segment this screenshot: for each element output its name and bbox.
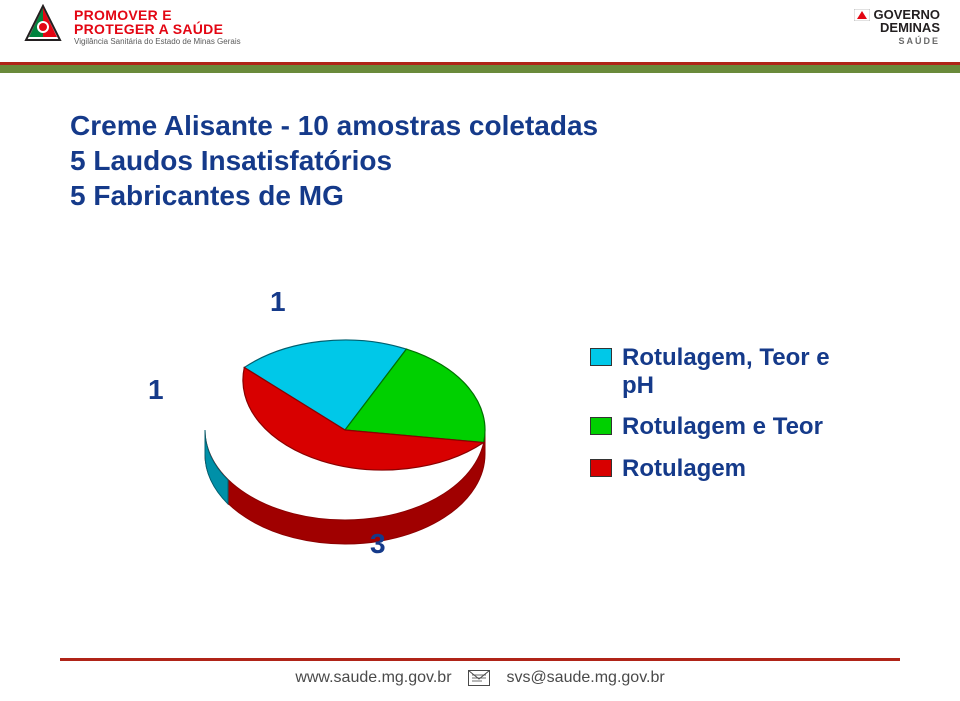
- header-rule-green: [0, 65, 960, 73]
- legend-item-2: Rotulagem: [590, 455, 862, 483]
- legend-label-2: Rotulagem: [622, 455, 746, 483]
- logo-right-sub: SAÚDE: [854, 36, 940, 46]
- legend-label-1: Rotulagem e Teor: [622, 413, 823, 441]
- logo-right: GOVERNO DEMINAS SAÚDE: [854, 8, 940, 46]
- legend-swatch-0: [590, 348, 612, 366]
- logo-left-mark-icon: [20, 4, 66, 50]
- logo-left-line1: PROMOVER E: [74, 8, 241, 22]
- logo-right-line2: DEMINAS: [854, 21, 940, 34]
- legend-swatch-1: [590, 417, 612, 435]
- legend-item-0: Rotulagem, Teor e pH: [590, 344, 862, 399]
- pie-side-cyan: [205, 430, 228, 504]
- legend: Rotulagem, Teor e pH Rotulagem e Teor Ro…: [590, 344, 862, 496]
- logo-left-text: PROMOVER E PROTEGER A SAÚDE Vigilância S…: [74, 8, 241, 46]
- title-line1: Creme Alisante - 10 amostras coletadas: [70, 108, 598, 143]
- slide: PROMOVER E PROTEGER A SAÚDE Vigilância S…: [0, 0, 960, 701]
- legend-label-0: Rotulagem, Teor e pH: [622, 344, 862, 399]
- pie-data-label-top: 1: [270, 286, 286, 318]
- legend-swatch-2: [590, 459, 612, 477]
- pie-chart: 1 1 3: [120, 290, 560, 590]
- pie-svg-wrap: [200, 330, 490, 530]
- header: PROMOVER E PROTEGER A SAÚDE Vigilância S…: [0, 0, 960, 62]
- footer-url: www.saude.mg.gov.br: [295, 669, 451, 686]
- title-line2: 5 Laudos Insatisfatórios: [70, 143, 598, 178]
- minas-flag-icon: [854, 9, 870, 21]
- footer: www.saude.mg.gov.br svs@saude.mg.gov.br: [0, 669, 960, 687]
- logo-left: PROMOVER E PROTEGER A SAÚDE Vigilância S…: [20, 4, 241, 50]
- legend-item-1: Rotulagem e Teor: [590, 413, 862, 441]
- title-block: Creme Alisante - 10 amostras coletadas 5…: [70, 108, 598, 213]
- footer-email: svs@saude.mg.gov.br: [506, 669, 664, 686]
- logo-left-line2: PROTEGER A SAÚDE: [74, 22, 241, 36]
- title-line3: 5 Fabricantes de MG: [70, 178, 598, 213]
- envelope-icon: [468, 670, 490, 686]
- pie-data-label-bottom: 3: [370, 528, 386, 560]
- pie-data-label-left: 1: [148, 374, 164, 406]
- footer-rule: [60, 658, 900, 661]
- logo-left-sub: Vigilância Sanitária do Estado de Minas …: [74, 38, 241, 46]
- pie-svg: [200, 330, 490, 550]
